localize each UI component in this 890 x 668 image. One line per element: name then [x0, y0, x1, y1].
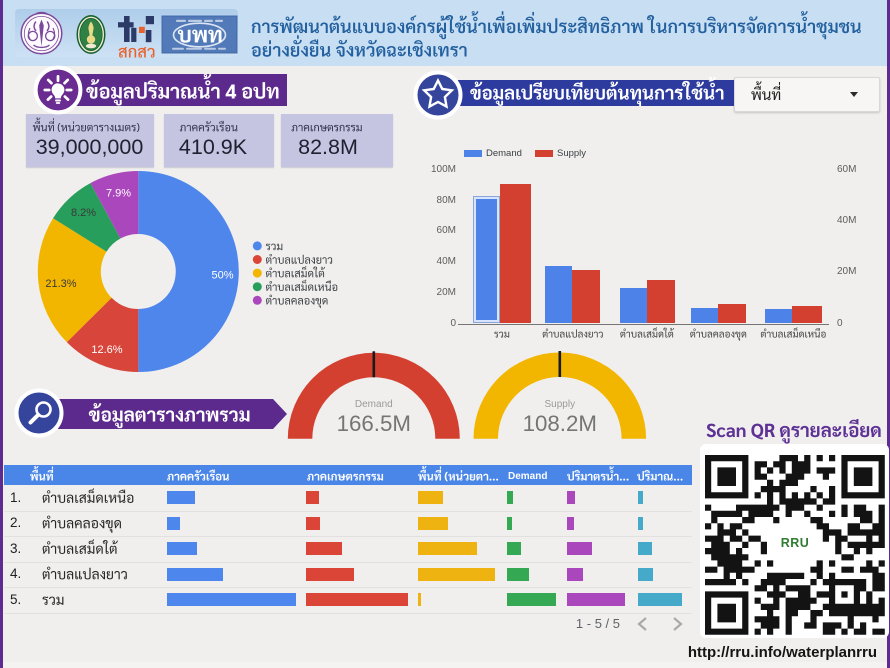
svg-text:50%: 50% — [211, 270, 233, 282]
svg-text:21.3%: 21.3% — [45, 278, 76, 290]
svg-text:7.9%: 7.9% — [106, 187, 131, 199]
svg-text:8.2%: 8.2% — [71, 207, 96, 219]
svg-text:12.6%: 12.6% — [91, 344, 122, 356]
